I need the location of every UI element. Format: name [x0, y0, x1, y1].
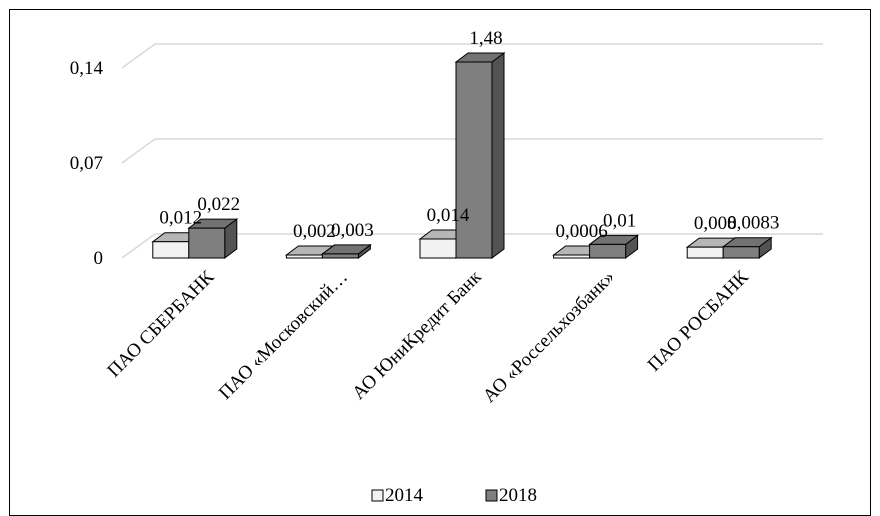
data-label-2014-2: 0,014 — [427, 205, 470, 226]
bar-2018-0 — [187, 218, 239, 259]
data-label-2018-4: 0,0083 — [727, 213, 779, 234]
data-label-2018-3: 0,01 — [603, 210, 636, 231]
bar-2018-2 — [454, 52, 506, 259]
bar-2018-4 — [721, 236, 773, 259]
legend-label-2014: 2014 — [385, 485, 424, 506]
legend-swatch-2018 — [485, 489, 498, 502]
data-label-2014-3: 0,0006 — [555, 221, 607, 242]
data-label-2014-4: 0,008 — [694, 213, 737, 234]
bar-2018-3 — [588, 234, 640, 259]
y-tick-label: 0,14 — [70, 58, 104, 79]
y-tick-label: 0 — [94, 248, 104, 269]
data-label-2014-1: 0,002 — [293, 221, 336, 242]
legend-swatch-2014 — [371, 489, 384, 502]
legend-label-2018: 2018 — [499, 485, 537, 506]
bar-2018-1 — [320, 243, 372, 259]
gridline — [121, 43, 823, 69]
bars — [151, 52, 773, 259]
gridlines — [121, 43, 823, 259]
data-label-2018-0: 0,022 — [197, 194, 240, 215]
data-label-2018-1: 0,003 — [331, 220, 374, 241]
chart-border — [9, 9, 871, 516]
y-axis-tick-labels: 0 0,07 0,14 — [70, 58, 104, 269]
gridline — [121, 138, 823, 164]
gridline — [121, 233, 823, 259]
y-tick-label: 0,07 — [70, 153, 103, 174]
data-label-2018-2: 1,48 — [469, 28, 502, 49]
data-label-2014-0: 0,012 — [159, 208, 202, 229]
legend: 2014 2018 — [371, 485, 537, 506]
